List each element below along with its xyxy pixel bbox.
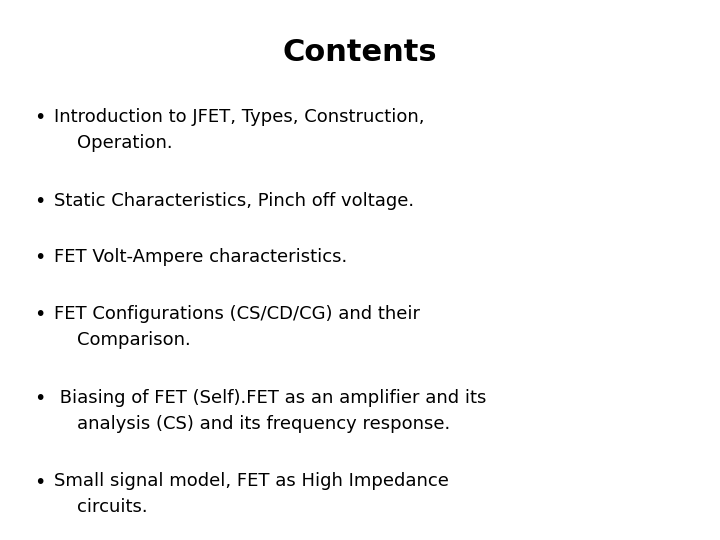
Text: FET Configurations (CS/CD/CG) and their: FET Configurations (CS/CD/CG) and their <box>54 305 420 323</box>
Text: Operation.: Operation. <box>54 134 173 152</box>
Text: Introduction to JFET, Types, Construction,: Introduction to JFET, Types, Constructio… <box>54 108 425 126</box>
Text: FET Volt-Ampere characteristics.: FET Volt-Ampere characteristics. <box>54 248 347 266</box>
Text: Comparison.: Comparison. <box>54 331 191 349</box>
Text: Biasing of FET (Self).FET as an amplifier and its: Biasing of FET (Self).FET as an amplifie… <box>54 389 487 407</box>
Text: Small signal model, FET as High Impedance: Small signal model, FET as High Impedanc… <box>54 472 449 490</box>
Text: •: • <box>34 472 45 491</box>
Text: Static Characteristics, Pinch off voltage.: Static Characteristics, Pinch off voltag… <box>54 192 414 210</box>
Text: •: • <box>34 192 45 211</box>
Text: •: • <box>34 389 45 408</box>
Text: •: • <box>34 248 45 267</box>
Text: •: • <box>34 305 45 324</box>
Text: circuits.: circuits. <box>54 498 148 516</box>
Text: Contents: Contents <box>283 38 437 67</box>
Text: •: • <box>34 108 45 127</box>
Text: analysis (CS) and its frequency response.: analysis (CS) and its frequency response… <box>54 415 450 433</box>
